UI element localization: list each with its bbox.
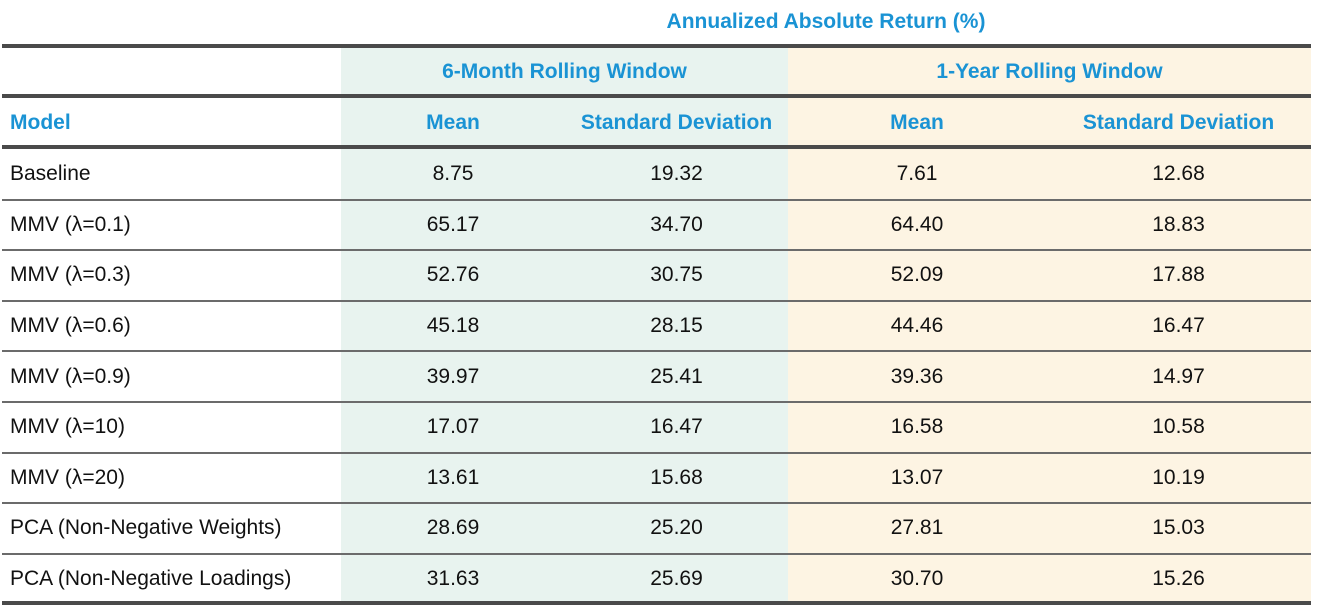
table-cell: 10.19 [1152, 465, 1205, 489]
table-cell: 7.61 [896, 162, 938, 186]
row-divider [2, 401, 1311, 403]
table-cell: 18.83 [1152, 212, 1205, 236]
row-label: PCA (Non-Negative Loadings) [10, 567, 292, 591]
one-year-band [788, 47, 1311, 603]
top-rule [2, 44, 1311, 48]
group-header-1y: 1-Year Rolling Window [936, 60, 1163, 83]
table-cell: 28.15 [650, 314, 703, 338]
row-label: PCA (Non-Negative Weights) [10, 516, 282, 540]
super-header: Annualized Absolute Return (%) [666, 10, 986, 33]
table-cell: 16.58 [890, 415, 944, 439]
table-cell: 39.36 [890, 364, 944, 388]
table-cell: 17.88 [1152, 263, 1205, 287]
table-cell: 13.07 [890, 465, 944, 489]
table-cell: 15.26 [1152, 567, 1205, 591]
table-cell: 25.20 [650, 516, 703, 540]
row-divider [2, 552, 1311, 555]
row-divider [2, 299, 1311, 302]
header-rule [2, 145, 1311, 149]
row-divider [2, 198, 1311, 201]
column-header-col-6m-mean: Mean [426, 110, 480, 134]
row-label: MMV (λ=0.3) [10, 263, 131, 287]
table-cell: 45.18 [426, 314, 480, 338]
row-divider [2, 451, 1311, 454]
table-cell: 16.47 [650, 415, 703, 439]
table-cell: 15.68 [650, 465, 703, 489]
table-cell: 30.75 [650, 263, 703, 287]
table-cell: 8.75 [432, 162, 474, 186]
table-cell: 34.70 [650, 212, 703, 236]
table-cell: 28.69 [426, 516, 480, 540]
table-cell: 10.58 [1152, 415, 1205, 439]
row-label: MMV (λ=0.6) [10, 314, 131, 338]
table-cell: 30.70 [890, 567, 944, 591]
row-label: MMV (λ=20) [10, 465, 125, 489]
row-divider [2, 502, 1311, 505]
table-cell: 52.09 [890, 263, 944, 287]
table-cell: 25.69 [650, 567, 703, 591]
bottom-rule [2, 601, 1311, 605]
table-cell: 27.81 [890, 516, 944, 540]
column-header-col-1y-sd: Standard Deviation [1082, 110, 1275, 134]
row-label: MMV (λ=0.1) [10, 212, 131, 236]
row-divider [2, 350, 1311, 353]
row-label: MMV (λ=0.9) [10, 364, 131, 388]
table-cell: 14.97 [1152, 364, 1205, 388]
group-header-6m: 6-Month Rolling Window [442, 60, 687, 83]
table-cell: 44.46 [890, 314, 944, 338]
column-header-col-model: Model [10, 110, 71, 134]
table-cell: 25.41 [650, 364, 703, 388]
table-cell: 16.47 [1152, 314, 1205, 338]
table-cell: 65.17 [426, 212, 480, 236]
column-header-col-6m-sd: Standard Deviation [580, 110, 773, 134]
six-month-band [341, 47, 788, 603]
table-cell: 17.07 [426, 415, 480, 439]
column-header-col-1y-mean: Mean [890, 110, 944, 134]
table-cell: 19.32 [650, 162, 703, 186]
table-cell: 64.40 [890, 212, 944, 236]
table-cell: 12.68 [1152, 162, 1205, 186]
row-divider [2, 249, 1311, 252]
table-cell: 39.97 [426, 364, 480, 388]
group-rule [2, 94, 1311, 98]
table-cell: 31.63 [426, 567, 480, 591]
table-cell: 15.03 [1152, 516, 1205, 540]
row-label: MMV (λ=10) [10, 415, 125, 439]
table-cell: 52.76 [426, 263, 480, 287]
row-label: Baseline [10, 162, 91, 186]
table-cell: 13.61 [426, 465, 480, 489]
